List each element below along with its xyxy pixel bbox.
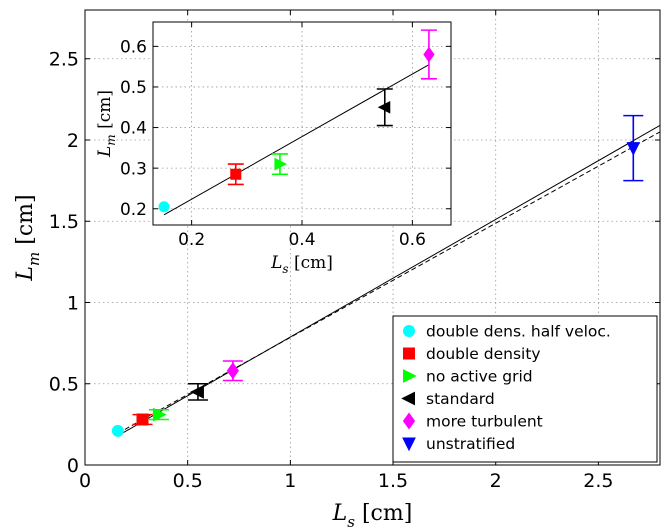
legend-entry-label: more turbulent [426, 413, 543, 431]
inset-plot-background [153, 22, 451, 225]
legend-entry-label: no active grid [426, 368, 533, 386]
main-plot-xtick-label: 1.5 [378, 470, 408, 492]
inset-plot-ytick-label: 0.3 [120, 159, 147, 179]
data-point-double-dens-half-veloc- [158, 201, 170, 213]
fit-line-solid [117, 124, 660, 437]
main-plot-xtick-label: 1 [284, 470, 296, 492]
inset-plot-xtick-label: 0.2 [178, 230, 205, 250]
inset-plot-xlabel: Ls [cm] [270, 253, 333, 276]
data-point-unstratified [626, 142, 641, 156]
data-point-double-dens-half-veloc- [111, 424, 124, 437]
main-plot-ytick-label: 2.5 [49, 49, 79, 71]
main-plot-frame [84, 9, 661, 466]
main-plot-xlabel: Ls [cm] [332, 501, 413, 528]
inset-plot-ytick-label: 0.2 [120, 200, 147, 220]
inset-plot-xtick-label: 0.6 [399, 230, 426, 250]
legend-marker [402, 412, 416, 430]
main-plot-ytick-label: 1 [67, 292, 79, 314]
legend-entry-label: double dens. half veloc. [426, 323, 611, 341]
legend-marker [403, 325, 415, 337]
inset-plot-ytick-label: 0.6 [120, 37, 147, 57]
legend-entry-label: unstratified [426, 435, 515, 453]
data-point-standard [377, 100, 391, 114]
main-plot-xtick-label: 0.5 [173, 470, 203, 492]
legend-marker [402, 437, 416, 452]
inset-plot-frame [152, 21, 452, 226]
legend: double dens. half veloc. double density no… [392, 315, 658, 463]
data-point-no-active-grid [274, 157, 288, 171]
main-plot-xtick-label: 0 [79, 470, 91, 492]
legend-marker [403, 369, 417, 383]
data-point-more-turbulent [226, 362, 239, 380]
data-point-no-active-grid [152, 407, 167, 422]
inset-plot-ytick-label: 0.5 [120, 78, 147, 98]
legend-box [392, 315, 658, 463]
legend-marker [401, 391, 415, 406]
legend-entry-label: double density [426, 345, 541, 363]
inset-plot-ylabel: Lm [cm] [95, 90, 118, 158]
data-point-more-turbulent [423, 46, 435, 63]
fit-line-dashed [117, 131, 660, 434]
main-plot-ytick-label: 0.5 [49, 374, 79, 396]
main-plot-xtick-label: 2.5 [583, 470, 613, 492]
data-point-double-density [230, 168, 242, 180]
inset-plot-ytick-label: 0.4 [120, 119, 147, 139]
legend-marker [403, 347, 415, 360]
main-plot-ylabel: Lm [cm] [13, 194, 43, 281]
inset-plot-plot-area [158, 29, 437, 216]
main-plot-plot-area [111, 114, 660, 437]
data-point-standard [190, 385, 204, 399]
main-plot-ytick-label: 1.5 [49, 211, 79, 233]
main-plot-xtick-label: 2 [490, 470, 502, 492]
legend-entry-label: standard [426, 390, 495, 408]
data-point-double-density [136, 413, 149, 426]
main-plot-ytick-label: 0 [67, 455, 79, 477]
inset-plot-xtick-label: 0.4 [288, 230, 315, 250]
inset-plot: 0.2 0.4 0.6 0.2 0.3 0.4 0.5 0.6 Ls [cm] Lm [cm] [95, 21, 452, 276]
main-plot-ytick-label: 2 [67, 130, 79, 152]
